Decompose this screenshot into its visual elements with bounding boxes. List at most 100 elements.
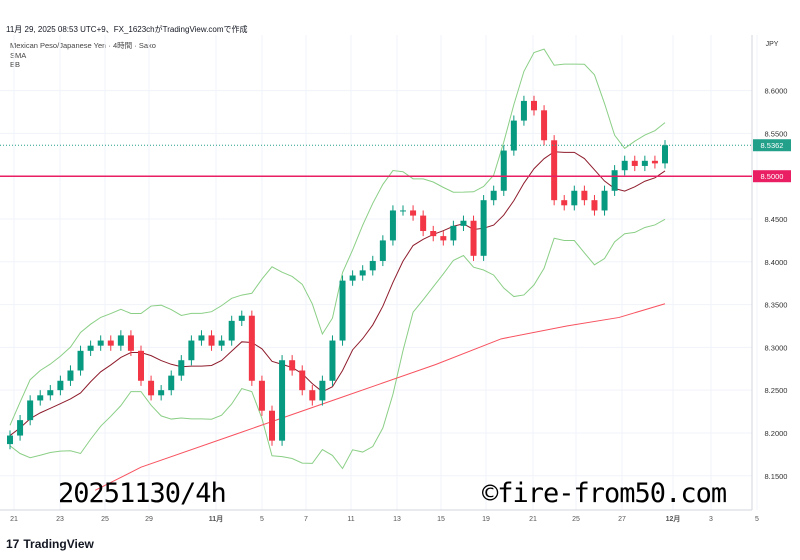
candle-body — [57, 380, 64, 391]
candle-body — [127, 335, 134, 351]
chart-header: 11月 29, 2025 08:53 UTC+9、FX_1623chがTradi… — [6, 25, 248, 34]
chart-legend: Mexican Peso/Japanese Yen · 4時間 · Saxo S… — [10, 41, 156, 70]
y-tick-label: 8.3000 — [765, 343, 788, 352]
candle-body — [198, 335, 205, 341]
hline-price-tag — [753, 170, 791, 183]
legend-sma[interactable]: SMA — [10, 50, 27, 60]
candle-body — [571, 190, 578, 206]
y-tick-label: 8.1500 — [765, 472, 788, 481]
watermark-date: 20251130/4h — [58, 478, 227, 509]
candle-body — [269, 410, 275, 441]
candle-body — [510, 120, 517, 151]
candle-body — [369, 260, 376, 271]
bb-upper-band — [9, 48, 666, 426]
candle-body — [470, 220, 477, 256]
candle-body — [299, 370, 306, 391]
brand-label: TradingView — [23, 537, 94, 551]
candle-body — [178, 360, 185, 376]
candle-body — [97, 340, 104, 346]
candle-body — [37, 395, 44, 401]
candle-body — [77, 350, 84, 371]
candle-body — [651, 160, 658, 164]
candle-body — [591, 200, 598, 211]
candle-body — [87, 345, 94, 351]
candle-body — [601, 190, 608, 211]
candle-body — [117, 335, 124, 346]
candle-body — [107, 340, 114, 346]
candle-body — [329, 340, 336, 381]
candle-body — [359, 270, 366, 276]
x-tick-label: 27 — [618, 516, 626, 523]
x-tick-label: 29 — [145, 516, 153, 523]
candle-body — [309, 390, 316, 401]
candle-body — [188, 340, 195, 361]
candle-body — [581, 190, 588, 201]
legend-bb[interactable]: BB — [10, 60, 21, 69]
candle-body — [500, 150, 507, 191]
candle-body — [561, 200, 568, 206]
candle-body — [621, 160, 628, 171]
candle-body — [238, 315, 245, 321]
candle-body — [440, 236, 447, 241]
currency-label: JPY — [766, 41, 779, 48]
candle-body — [460, 220, 467, 226]
candle-body — [611, 170, 618, 191]
x-tick-label: 7 — [304, 516, 308, 523]
candle-body — [420, 215, 427, 231]
candle-body — [520, 100, 527, 121]
x-tick-label: 5 — [260, 516, 264, 523]
candle-body — [148, 380, 155, 396]
x-tick-label: 11月 — [209, 515, 223, 523]
candle-body — [228, 320, 235, 341]
y-tick-label: 8.4000 — [765, 258, 788, 267]
candle-body — [158, 390, 165, 396]
sma-line — [94, 303, 666, 491]
candle-body — [168, 375, 175, 391]
watermark-site: ©fire-from50.com — [482, 478, 727, 509]
candle-body — [67, 370, 74, 381]
candle-body — [248, 315, 255, 381]
x-tick-label: 21 — [529, 516, 537, 523]
y-tick-label: 8.6000 — [765, 87, 788, 96]
y-tick-label: 8.3500 — [765, 301, 788, 310]
price-chart[interactable]: 21 23 25 29 11月 5 7 11 13 15 19 21 25 27 12月 3 5 8.6000 8.… — [0, 0, 800, 530]
candle-body — [289, 360, 296, 371]
candle-body — [258, 380, 265, 411]
candle-body — [480, 200, 487, 256]
candle-body — [430, 230, 437, 237]
candle-body — [450, 225, 457, 241]
candle-body — [631, 160, 638, 166]
candle-body — [641, 160, 648, 166]
candle-body — [7, 435, 13, 445]
candle-body — [490, 190, 497, 201]
x-tick-label: 25 — [101, 516, 109, 523]
bb-lower-band — [9, 218, 666, 470]
y-tick-label: 8.5500 — [765, 129, 788, 138]
candle-body — [47, 390, 54, 396]
y-tick-label: 8.2500 — [765, 386, 788, 395]
x-tick-label: 13 — [393, 516, 401, 523]
candle-body — [17, 420, 24, 436]
y-tick-label: 8.2000 — [765, 429, 788, 438]
candle-body — [138, 350, 144, 381]
x-tick-label: 11 — [347, 516, 354, 523]
candle-body — [551, 140, 558, 201]
x-tick-label: 25 — [572, 516, 580, 523]
candle-body — [208, 335, 215, 346]
x-tick-label: 21 — [10, 516, 18, 523]
candle-body — [339, 280, 346, 341]
candle-body — [349, 275, 356, 281]
legend-symbol[interactable]: Mexican Peso/Japanese Yen · 4時間 · Saxo — [10, 41, 156, 50]
last-price-tag — [753, 139, 791, 152]
candle-body — [389, 210, 396, 241]
y-tick-label: 8.4500 — [765, 215, 788, 224]
x-tick-label: 23 — [56, 516, 64, 523]
candle-body — [218, 340, 225, 346]
candle-body — [400, 210, 406, 212]
candle-body — [279, 360, 286, 441]
tradingview-logo[interactable]: 17 TradingView — [6, 537, 94, 551]
x-tick-label: 15 — [437, 516, 445, 523]
x-tick-label: 19 — [482, 516, 490, 523]
x-tick-label: 3 — [709, 516, 713, 523]
candle-body — [662, 145, 668, 164]
